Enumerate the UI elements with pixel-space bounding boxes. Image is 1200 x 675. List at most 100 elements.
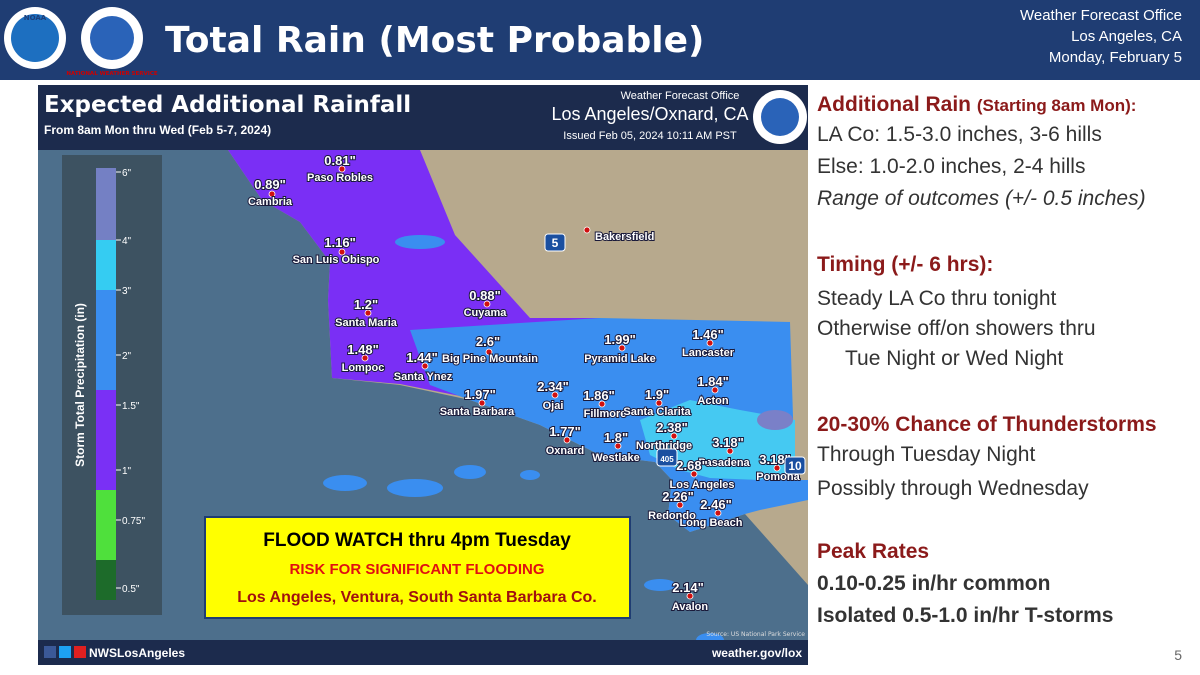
station-value: 1.8" — [604, 430, 628, 445]
legend-swatch — [96, 240, 116, 290]
station-name: Los Angeles — [670, 479, 735, 491]
rain-zone-high — [640, 400, 795, 480]
legend-tick-label: 0.75" — [122, 516, 145, 527]
station-dot — [478, 399, 486, 407]
legend-swatch — [96, 560, 116, 600]
legend-tick-label: 1.5" — [122, 401, 140, 412]
youtube-icon — [74, 646, 86, 658]
map-office: Weather Forecast Office — [621, 90, 740, 102]
right-panel: LA Co: 1.5-3.0 inches, 3-6 hills Else: 1.… — [817, 123, 1157, 627]
island — [644, 579, 676, 591]
timing-line: Steady LA Co thru tonight — [817, 287, 1056, 310]
highway-label: 5 — [552, 236, 559, 250]
rain-patch — [395, 235, 445, 249]
station-name: Big Pine Mountain — [442, 353, 538, 365]
station-dot — [726, 447, 734, 455]
legend-swatch — [96, 490, 116, 560]
rain-heading: Additional Rain (Starting 8am Mon): — [817, 93, 1136, 116]
legend-tick-label: 0.5" — [122, 584, 140, 595]
station-name: Avalon — [672, 601, 709, 613]
legend-tick-label: 2" — [122, 351, 132, 362]
station-value: 2.6" — [476, 334, 500, 349]
station-value: 3.18" — [712, 435, 743, 450]
legend: 6" 4" 3" 2" 1.5" 1" 0.75" 0.5" — [96, 168, 145, 600]
noaa-logo-inner — [11, 14, 59, 62]
station-name: Lancaster — [682, 347, 735, 359]
rain-heading-note: (Starting 8am Mon): — [977, 96, 1137, 115]
station-value: 1.46" — [692, 327, 723, 342]
rain-patch — [757, 410, 793, 430]
flood-line2: RISK FOR SIGNIFICANT FLOODING — [290, 561, 545, 578]
station-name: Redondo — [648, 510, 696, 522]
station-dot — [655, 399, 663, 407]
station-value: 1.9" — [645, 387, 669, 402]
station-name: Long Beach — [680, 517, 743, 529]
storm-heading: 20-30% Chance of Thunderstorms — [817, 413, 1157, 436]
station-dot — [364, 309, 372, 317]
map-footer — [38, 640, 808, 665]
island — [387, 479, 443, 497]
station-dot — [563, 436, 571, 444]
station-dot — [670, 432, 678, 440]
station-value: 1.48" — [347, 342, 378, 357]
storm-line: Through Tuesday Night — [817, 443, 1035, 466]
station-name: Acton — [697, 395, 728, 407]
rain-heading-text: Additional Rain — [817, 93, 977, 116]
station-dot — [483, 300, 491, 308]
station-value: 0.81" — [324, 153, 355, 168]
station-name: Pyramid Lake — [584, 353, 656, 365]
station-dot — [714, 509, 722, 517]
station-dot — [773, 464, 781, 472]
station-value: 1.84" — [697, 374, 728, 389]
nws-logo-text: NATIONAL WEATHER SERVICE — [66, 71, 157, 77]
timing-line: Otherwise off/on showers thru — [817, 317, 1096, 340]
station-value: 1.44" — [406, 350, 437, 365]
station-name: Pasadena — [698, 457, 750, 469]
station-name: San Luis Obispo — [293, 254, 380, 266]
header-office: Weather Forecast Office — [1020, 7, 1182, 24]
map-issued: Issued Feb 05, 2024 10:11 AM PST — [563, 130, 737, 142]
map-source: Source: US National Park Service — [706, 631, 805, 638]
flood-line3: Los Angeles, Ventura, South Santa Barbar… — [237, 589, 596, 606]
station-value: 1.97" — [464, 387, 495, 402]
station-dot — [676, 501, 684, 509]
legend-swatch — [96, 390, 116, 490]
station-dot — [361, 354, 369, 362]
flood-line1: FLOOD WATCH thru 4pm Tuesday — [263, 530, 571, 551]
map: Expected Additional Rainfall From 8am Mo… — [38, 85, 808, 665]
facebook-icon — [44, 646, 56, 658]
twitter-icon — [59, 646, 71, 658]
station-value: 1.77" — [549, 424, 580, 439]
highway-label: 405 — [660, 455, 674, 464]
station-dot — [686, 592, 694, 600]
station-value: 2.14" — [672, 580, 703, 595]
station-dot — [598, 400, 606, 408]
island — [454, 465, 486, 479]
station-name: Bakersfield — [595, 231, 654, 243]
timing-heading: Timing (+/- 6 hrs): — [817, 253, 993, 276]
station-name: Northridge — [636, 440, 692, 452]
station-value: 3.18" — [759, 452, 790, 467]
rain-line: Range of outcomes (+/- 0.5 inches) — [817, 187, 1146, 210]
header-band — [0, 0, 1200, 80]
map-nws-logo-inner — [761, 98, 799, 136]
station-dot — [711, 386, 719, 394]
highway-shield — [784, 456, 806, 475]
map-location: Los Angeles/Oxnard, CA — [551, 104, 748, 124]
rain-line: LA Co: 1.5-3.0 inches, 3-6 hills — [817, 123, 1102, 146]
legend-swatch — [96, 290, 116, 390]
map-header — [38, 85, 808, 150]
legend-title: Storm Total Precipitation (in) — [73, 303, 87, 467]
highway-label: 10 — [788, 459, 802, 473]
station-dot — [614, 442, 622, 450]
peak-line: 0.10-0.25 in/hr common — [817, 572, 1050, 595]
slide-title: Total Rain (Most Probable) — [165, 20, 705, 61]
storm-line: Possibly through Wednesday — [817, 477, 1089, 500]
noaa-logo-text: NOAA — [24, 14, 47, 22]
timing-line: Tue Night or Wed Night — [845, 347, 1063, 370]
peak-heading: Peak Rates — [817, 540, 929, 563]
station-name: Santa Ynez — [394, 371, 453, 383]
page-number: 5 — [1174, 647, 1182, 663]
legend-tick-label: 1" — [122, 466, 132, 477]
